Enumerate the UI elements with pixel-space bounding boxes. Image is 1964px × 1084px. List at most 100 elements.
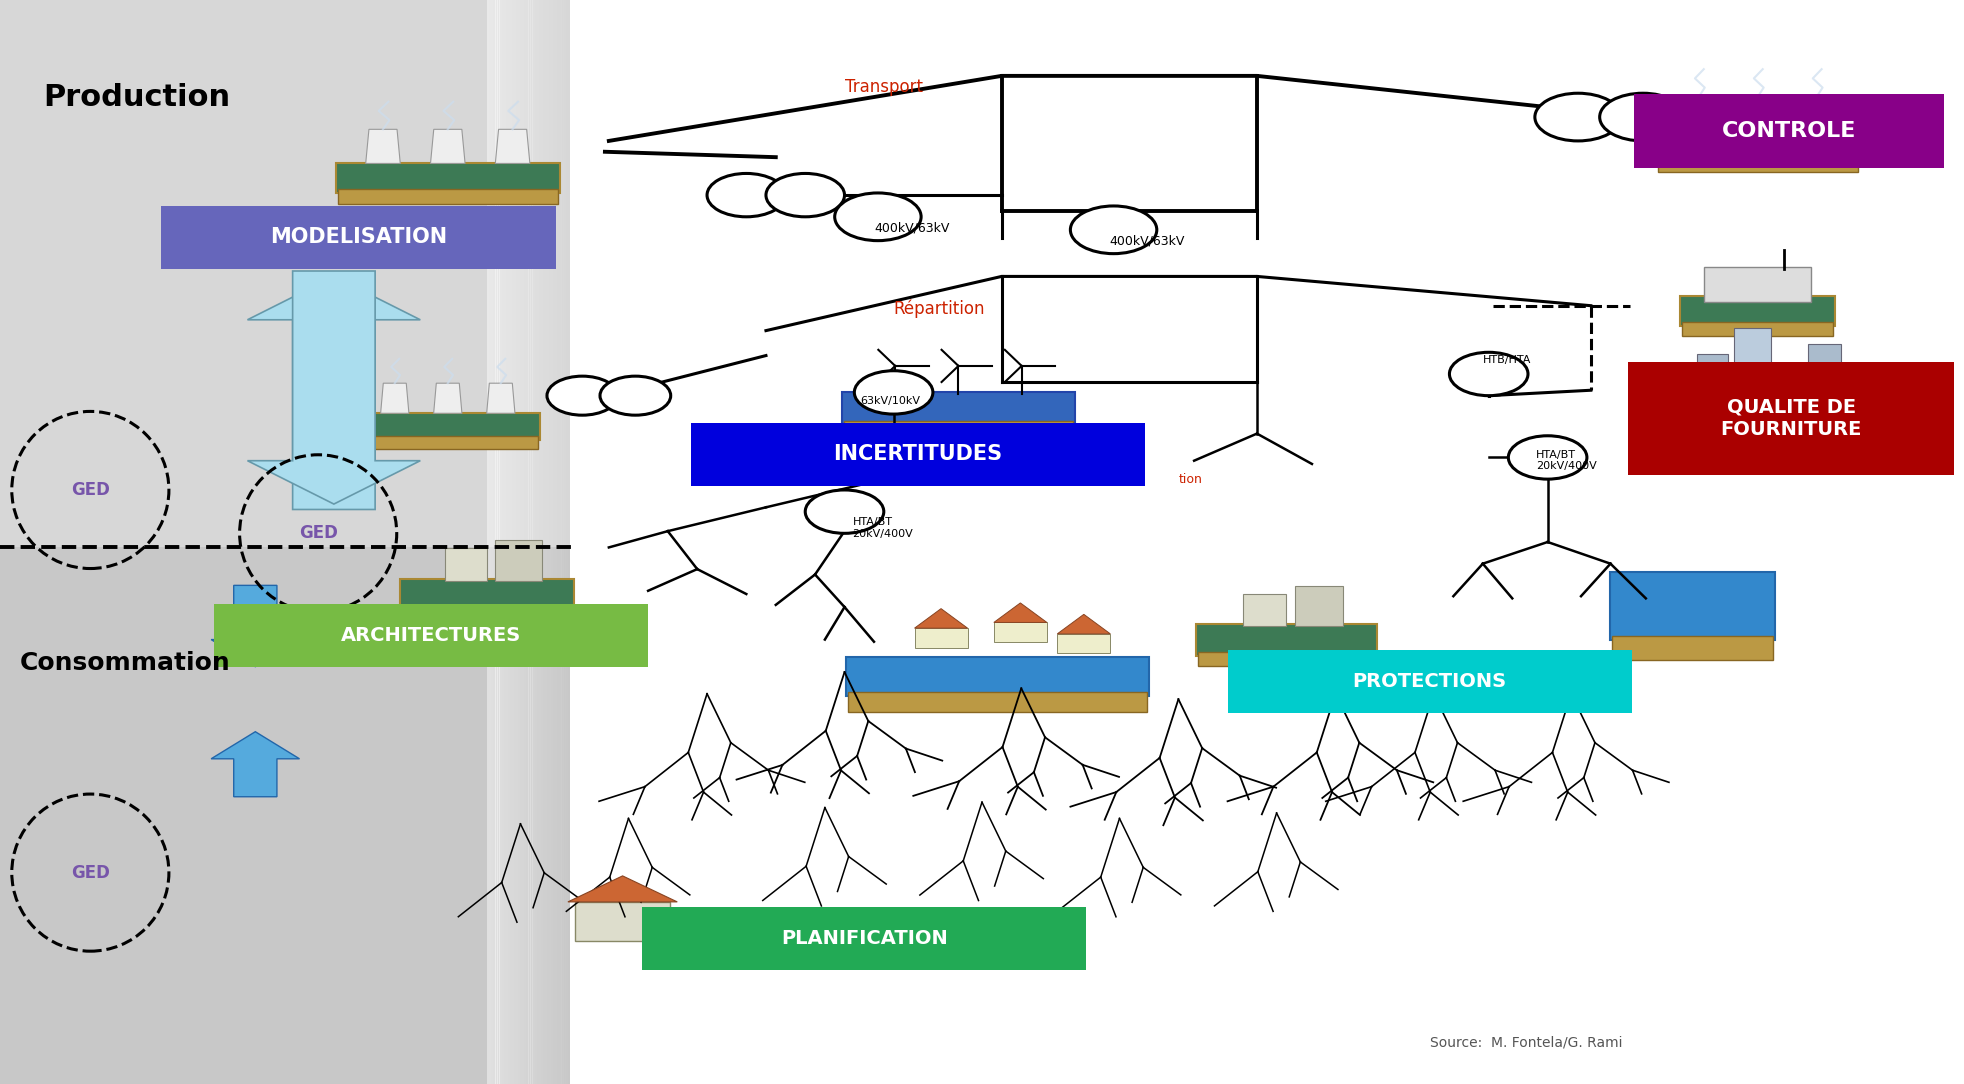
Text: tion: tion — [1178, 473, 1202, 486]
Bar — [528, 0, 530, 1084]
FancyBboxPatch shape — [214, 604, 648, 667]
Bar — [446, 549, 487, 581]
FancyBboxPatch shape — [1628, 362, 1954, 475]
Bar — [503, 0, 507, 1084]
Bar — [522, 0, 524, 1084]
FancyBboxPatch shape — [642, 907, 1086, 970]
Polygon shape — [1742, 96, 1773, 131]
Circle shape — [707, 173, 786, 217]
Bar — [566, 0, 568, 1084]
Bar — [491, 0, 493, 1084]
Bar — [1057, 634, 1110, 654]
Polygon shape — [430, 129, 465, 164]
Bar — [520, 0, 522, 1084]
Bar — [568, 0, 570, 1084]
FancyBboxPatch shape — [1228, 650, 1632, 713]
Text: HTA/BT
20kV/400V: HTA/BT 20kV/400V — [1536, 450, 1597, 472]
FancyBboxPatch shape — [1196, 624, 1377, 656]
Polygon shape — [915, 608, 968, 628]
Bar — [1773, 364, 1805, 426]
Circle shape — [805, 490, 884, 533]
Polygon shape — [1801, 96, 1832, 131]
Text: GED: GED — [71, 864, 110, 881]
Bar — [505, 0, 509, 1084]
Polygon shape — [1683, 96, 1715, 131]
Bar — [562, 0, 564, 1084]
Bar — [554, 0, 556, 1084]
Bar — [1807, 344, 1840, 426]
FancyBboxPatch shape — [399, 579, 573, 610]
FancyBboxPatch shape — [1705, 267, 1811, 302]
Bar — [1294, 585, 1343, 627]
Bar — [501, 0, 503, 1084]
Text: MODELISATION: MODELISATION — [269, 228, 448, 247]
Circle shape — [835, 193, 921, 241]
Text: HTB/HTA: HTB/HTA — [1483, 354, 1532, 365]
Bar — [489, 0, 491, 1084]
Bar — [515, 0, 517, 1084]
FancyBboxPatch shape — [1658, 156, 1858, 171]
FancyBboxPatch shape — [355, 413, 540, 440]
FancyBboxPatch shape — [691, 423, 1145, 486]
FancyBboxPatch shape — [843, 422, 1072, 440]
Circle shape — [854, 371, 933, 414]
Bar — [546, 0, 550, 1084]
Polygon shape — [994, 603, 1047, 622]
Text: Consommation: Consommation — [20, 651, 230, 675]
Bar — [495, 0, 497, 1084]
Bar — [507, 0, 511, 1084]
Text: PROTECTIONS: PROTECTIONS — [1353, 672, 1506, 692]
Circle shape — [601, 376, 670, 415]
Circle shape — [1536, 93, 1622, 141]
Circle shape — [1449, 352, 1528, 396]
Bar — [1697, 354, 1728, 426]
Bar — [513, 0, 515, 1084]
Bar — [548, 0, 552, 1084]
Bar — [524, 0, 526, 1084]
Text: Production: Production — [43, 83, 230, 112]
FancyArrow shape — [212, 732, 299, 797]
Circle shape — [1508, 436, 1587, 479]
Circle shape — [766, 173, 845, 217]
Bar — [497, 0, 499, 1084]
FancyBboxPatch shape — [1610, 572, 1775, 640]
Text: PLANIFICATION: PLANIFICATION — [782, 929, 947, 948]
FancyBboxPatch shape — [846, 657, 1149, 696]
Polygon shape — [1057, 615, 1110, 634]
Text: 400kV/63kV: 400kV/63kV — [874, 221, 949, 234]
Bar — [994, 622, 1047, 642]
FancyArrow shape — [247, 276, 420, 509]
Bar — [544, 0, 548, 1084]
Bar — [487, 0, 489, 1084]
Bar — [1734, 328, 1772, 426]
Bar — [493, 0, 495, 1084]
Text: ARCHITECTURES: ARCHITECTURES — [342, 625, 520, 645]
Text: HTA/BT
20kV/400V: HTA/BT 20kV/400V — [852, 517, 913, 539]
Circle shape — [546, 376, 617, 415]
Polygon shape — [381, 384, 409, 413]
Text: GED: GED — [299, 525, 338, 542]
Bar — [495, 540, 542, 581]
FancyBboxPatch shape — [1679, 424, 1854, 454]
Bar — [564, 0, 566, 1084]
Polygon shape — [495, 129, 530, 164]
Text: INCERTITUDES: INCERTITUDES — [833, 444, 1004, 464]
FancyBboxPatch shape — [1198, 651, 1375, 667]
Bar — [530, 0, 532, 1084]
Bar — [542, 0, 544, 1084]
Bar — [534, 0, 536, 1084]
Bar — [499, 0, 501, 1084]
Bar — [558, 0, 560, 1084]
Text: Transport: Transport — [845, 78, 923, 95]
Bar — [518, 0, 520, 1084]
Bar — [511, 0, 513, 1084]
FancyArrow shape — [212, 585, 299, 667]
Bar — [540, 0, 542, 1084]
FancyBboxPatch shape — [1634, 94, 1944, 168]
Bar — [560, 0, 562, 1084]
FancyBboxPatch shape — [841, 391, 1074, 426]
Bar — [517, 0, 518, 1084]
Bar — [575, 902, 670, 941]
Text: GED: GED — [71, 481, 110, 499]
Bar — [532, 0, 534, 1084]
